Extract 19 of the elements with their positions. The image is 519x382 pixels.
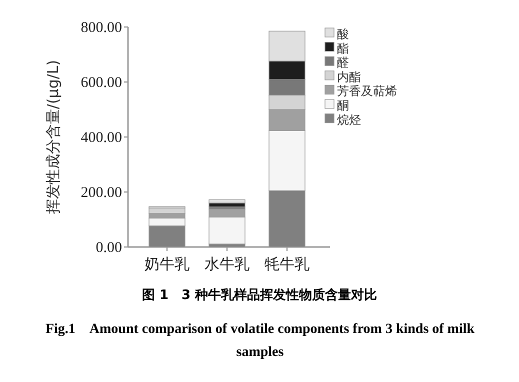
y-tick-label: 200.00 — [80, 185, 122, 201]
caption: 图 1 3 种牛乳样品挥发性物质含量对比 — [140, 287, 378, 304]
legend-label: 芳香及萜烯 — [337, 84, 397, 98]
legend-label: 内酯 — [337, 70, 361, 84]
x-tick-label: 奶牛乳 — [144, 255, 190, 273]
legend-label: 酸 — [337, 27, 349, 41]
y-tick-label: 600.00 — [80, 75, 122, 91]
bar — [208, 199, 246, 204]
y-tick-label: 800.00 — [80, 20, 122, 36]
y-tick-label: 400.00 — [80, 130, 122, 146]
y-tick-label: 0.00 — [96, 240, 122, 256]
x-tick-label: 牦牛乳 — [264, 255, 310, 273]
y-axis-title: 挥发性成分含量/(μg/L) — [44, 60, 62, 214]
legend-label: 醛 — [337, 56, 349, 70]
legend-label: 烷烃 — [337, 112, 361, 127]
legend-label: 酯 — [337, 41, 349, 56]
x-tick-label: 水牛乳 — [204, 255, 250, 273]
legend-label: 酮 — [337, 98, 349, 112]
caption: Fig.1 Amount comparison of volatile components from 3 kinds of milk samples — [44, 321, 476, 362]
